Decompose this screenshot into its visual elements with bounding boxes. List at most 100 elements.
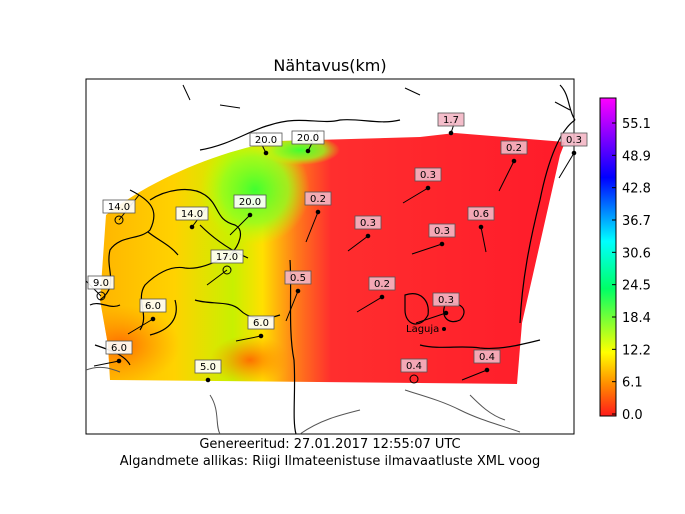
station-value: 14.0	[181, 209, 203, 220]
station-label-box	[233, 194, 267, 209]
station-label-box	[414, 167, 442, 182]
station-value: 6.0	[111, 343, 127, 354]
station-label-box	[291, 130, 325, 145]
station-21: 0.4	[400, 358, 428, 384]
wind-barb	[411, 243, 443, 255]
station-8: 0.2	[304, 191, 332, 243]
colorbar	[599, 97, 617, 417]
station-5: 0.3	[558, 132, 588, 179]
islands	[182, 84, 571, 111]
station-value: 20.0	[255, 135, 277, 146]
wind-barb	[558, 152, 575, 179]
colorbar-ticks: 55.1 48.9 42.8 36.7 30.6 24.5 18.4 12.2 6.1 0.0	[612, 117, 651, 423]
station-value: 0.2	[310, 194, 326, 205]
station-14: 9.0	[85, 275, 115, 301]
colorbar-tick-label: 30.6	[622, 246, 651, 261]
station-value: 0.4	[406, 361, 422, 372]
station-22: 5.0	[194, 359, 222, 383]
station-13: 17.0	[206, 249, 244, 286]
station-15: 0.5	[284, 270, 312, 322]
station-value: 20.0	[297, 133, 319, 144]
colorbar-tick-label: 18.4	[622, 311, 651, 326]
station-value: 17.0	[216, 252, 238, 263]
station-marker	[247, 212, 253, 218]
station-value: 20.0	[239, 197, 261, 208]
station-marker	[478, 224, 484, 230]
station-value: 0.2	[506, 143, 522, 154]
station-marker	[443, 310, 449, 316]
wind-barb	[402, 187, 429, 204]
colorbar-tick-label: 6.1	[622, 376, 643, 391]
station-17: 0.3	[415, 292, 460, 324]
station-label-box	[175, 206, 209, 221]
station-marker	[114, 215, 124, 225]
station-marker	[315, 209, 321, 215]
station-value: 14.0	[108, 202, 130, 213]
station-value: 0.3	[434, 226, 450, 237]
station-value: 0.2	[374, 279, 390, 290]
station-label-box	[284, 270, 312, 285]
wind-barb	[229, 214, 251, 236]
station-label-box	[247, 315, 275, 330]
station-10: 0.3	[347, 215, 382, 252]
station-marker	[222, 265, 232, 275]
station-label-box	[87, 275, 115, 290]
station-label-box	[467, 206, 495, 221]
wind-barb	[93, 360, 120, 367]
station-value: 0.4	[479, 352, 495, 363]
station-value: 1.7	[443, 115, 459, 126]
wind-barb	[347, 235, 369, 252]
station-marker	[295, 288, 301, 294]
station-value: 0.3	[566, 135, 582, 146]
station-marker	[511, 158, 517, 164]
station-label-box	[400, 358, 428, 373]
station-marker	[96, 291, 106, 301]
coastlines	[89, 84, 576, 435]
colorbar-tick-label: 24.5	[622, 279, 651, 294]
station-label-box	[354, 215, 382, 230]
station-4: 0.2	[498, 140, 528, 192]
wind-barb	[127, 318, 154, 335]
station-label-box	[500, 140, 528, 155]
colorbar-tick-label: 0.0	[622, 408, 643, 423]
map-title: Nähtavus(km)	[273, 56, 387, 75]
station-label-box	[437, 112, 465, 127]
station-value: 0.3	[360, 218, 376, 229]
station-label-box	[304, 191, 332, 206]
station-value: 5.0	[200, 362, 216, 373]
wind-barb	[235, 335, 262, 342]
station-value: 0.3	[438, 295, 454, 306]
station-value: 0.6	[473, 209, 489, 220]
station-16: 0.2	[356, 276, 396, 313]
data-source: Algandmete allikas: Riigi Ilmateenistuse…	[119, 454, 541, 469]
station-value: 0.5	[290, 273, 306, 284]
colorbar-tick-label: 36.7	[622, 214, 651, 229]
station-marker	[365, 233, 371, 239]
colorbar-tick-label: 55.1	[622, 117, 651, 132]
wind-barb	[305, 211, 319, 243]
station-marker	[448, 130, 454, 136]
colorbar-tick-label: 12.2	[622, 343, 651, 358]
station-value: 0.3	[420, 170, 436, 181]
station-marker	[484, 367, 490, 373]
station-7: 20.0	[229, 194, 267, 236]
station-label-box	[105, 340, 133, 355]
station-marker	[425, 185, 431, 191]
station-label-box	[102, 199, 136, 214]
station-18: 6.0	[127, 298, 167, 335]
station-marker	[379, 294, 385, 300]
station-label-box	[210, 249, 244, 264]
station-label-box	[428, 223, 456, 238]
station-0: 14.0	[102, 194, 140, 225]
station-value: 6.0	[145, 301, 161, 312]
station-6: 14.0	[175, 206, 209, 230]
station-marker	[439, 241, 445, 247]
station-12: 0.3	[411, 223, 456, 255]
wind-barb	[285, 290, 299, 322]
station-label-box	[194, 359, 222, 374]
station-1: 20.0	[249, 132, 283, 156]
station-marker	[258, 333, 264, 339]
station-2: 20.0	[291, 130, 325, 154]
wind-barb	[415, 312, 447, 324]
